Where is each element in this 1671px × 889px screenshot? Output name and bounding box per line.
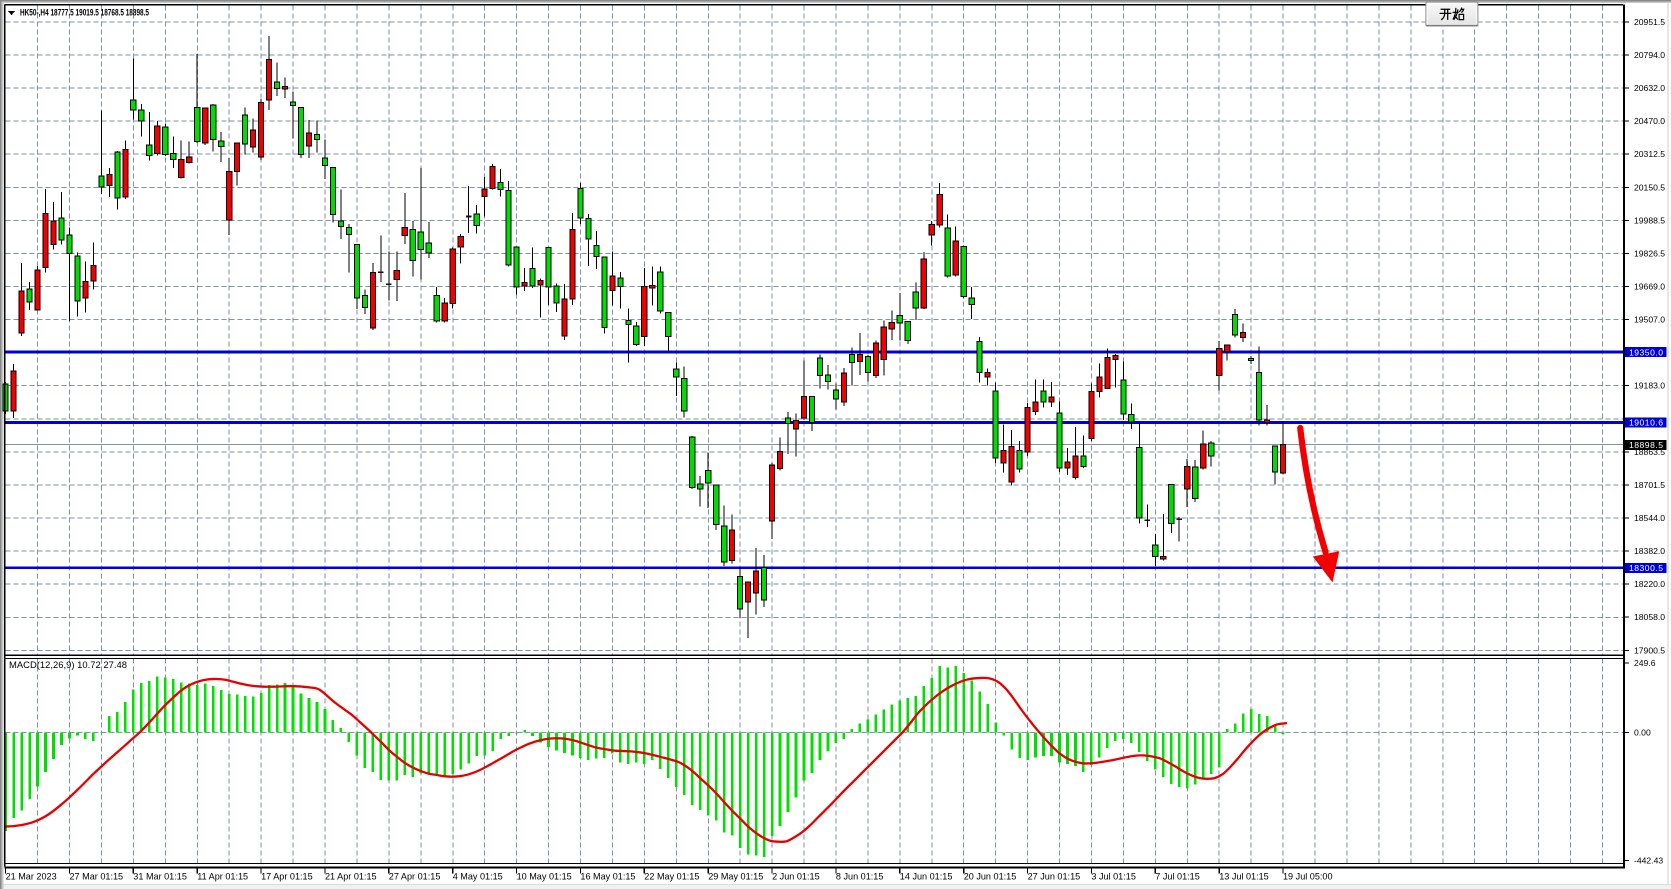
svg-text:18300.5: 18300.5 bbox=[1629, 563, 1663, 573]
svg-text:19 Jul 05:00: 19 Jul 05:00 bbox=[1283, 872, 1333, 882]
svg-text:19350.0: 19350.0 bbox=[1629, 347, 1663, 357]
svg-text:19010.6: 19010.6 bbox=[1629, 418, 1663, 428]
svg-text:8 Jun 01:15: 8 Jun 01:15 bbox=[836, 872, 884, 882]
svg-text:27 Jun 01:15: 27 Jun 01:15 bbox=[1028, 872, 1081, 882]
svg-text:17 Apr 01:15: 17 Apr 01:15 bbox=[261, 872, 313, 882]
svg-text:27 Apr 01:15: 27 Apr 01:15 bbox=[389, 872, 441, 882]
svg-text:18544.0: 18544.0 bbox=[1634, 513, 1665, 523]
svg-text:20632.0: 20632.0 bbox=[1634, 83, 1665, 93]
svg-text:3 Jul 01:15: 3 Jul 01:15 bbox=[1091, 872, 1136, 882]
svg-text:19507.0: 19507.0 bbox=[1634, 315, 1665, 325]
svg-text:31 Mar 01:15: 31 Mar 01:15 bbox=[133, 872, 187, 882]
svg-text:18220.0: 18220.0 bbox=[1634, 579, 1665, 589]
svg-text:29 May 01:15: 29 May 01:15 bbox=[708, 872, 763, 882]
svg-text:19988.5: 19988.5 bbox=[1634, 215, 1665, 225]
svg-text:0.00: 0.00 bbox=[1634, 727, 1651, 737]
svg-text:MACD(12,26,9) 10.72 27.48: MACD(12,26,9) 10.72 27.48 bbox=[9, 660, 127, 670]
svg-text:10 May 01:15: 10 May 01:15 bbox=[517, 872, 572, 882]
svg-text:18898.5: 18898.5 bbox=[1629, 440, 1663, 450]
svg-text:19183.0: 19183.0 bbox=[1634, 381, 1665, 391]
svg-text:HK50-,H4 18777.5 19019.5 18768: HK50-,H4 18777.5 19019.5 18768.5 18898.5 bbox=[20, 8, 149, 19]
svg-text:20794.0: 20794.0 bbox=[1634, 50, 1665, 60]
svg-text:18701.5: 18701.5 bbox=[1634, 480, 1665, 490]
svg-text:2 Jun 01:15: 2 Jun 01:15 bbox=[772, 872, 820, 882]
svg-text:18863.5: 18863.5 bbox=[1634, 447, 1665, 457]
svg-text:18382.0: 18382.0 bbox=[1634, 546, 1665, 556]
svg-text:21 Mar 2023: 21 Mar 2023 bbox=[6, 872, 57, 882]
svg-text:249.6: 249.6 bbox=[1634, 658, 1656, 668]
svg-text:19826.5: 19826.5 bbox=[1634, 248, 1665, 258]
svg-text:-442.43: -442.43 bbox=[1634, 855, 1663, 865]
svg-text:14 Jun 01:15: 14 Jun 01:15 bbox=[900, 872, 953, 882]
svg-text:20150.5: 20150.5 bbox=[1634, 182, 1665, 192]
svg-text:20312.5: 20312.5 bbox=[1634, 149, 1665, 159]
svg-text:16 May 01:15: 16 May 01:15 bbox=[580, 872, 635, 882]
svg-text:7 Jul 01:15: 7 Jul 01:15 bbox=[1155, 872, 1200, 882]
svg-text:11 Apr 01:15: 11 Apr 01:15 bbox=[197, 872, 248, 882]
svg-text:20470.0: 20470.0 bbox=[1634, 116, 1665, 126]
svg-text:19669.0: 19669.0 bbox=[1634, 282, 1665, 292]
svg-text:21 Apr 01:15: 21 Apr 01:15 bbox=[325, 872, 377, 882]
svg-text:27 Mar 01:15: 27 Mar 01:15 bbox=[70, 872, 124, 882]
svg-text:13 Jul 01:15: 13 Jul 01:15 bbox=[1219, 872, 1269, 882]
svg-text:20951.5: 20951.5 bbox=[1634, 17, 1665, 27]
svg-text:4 May 01:15: 4 May 01:15 bbox=[453, 872, 503, 882]
svg-text:17900.5: 17900.5 bbox=[1634, 645, 1665, 655]
svg-text:18058.0: 18058.0 bbox=[1634, 612, 1665, 622]
svg-text:20 Jun 01:15: 20 Jun 01:15 bbox=[964, 872, 1017, 882]
svg-text:22 May 01:15: 22 May 01:15 bbox=[644, 872, 699, 882]
